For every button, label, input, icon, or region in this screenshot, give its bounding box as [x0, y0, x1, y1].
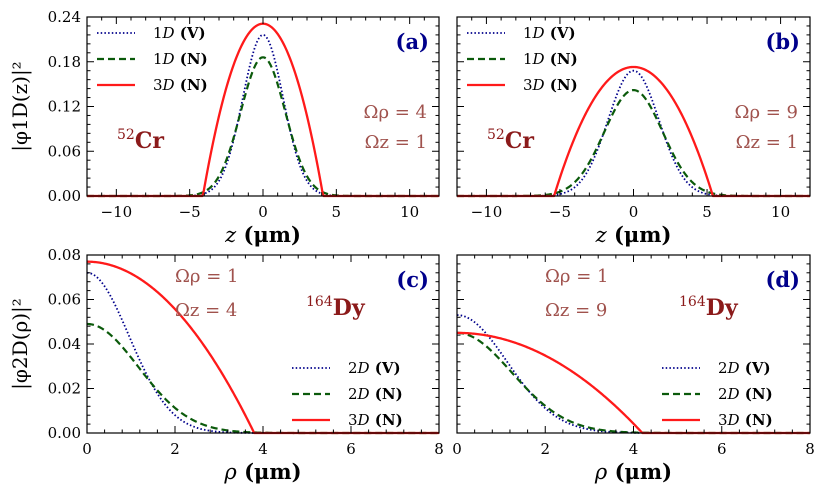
legend-label: 1D (V) — [153, 24, 206, 42]
species-label: 164Dy — [679, 294, 739, 321]
x-tick-label: 2 — [170, 440, 180, 458]
legend-label: 2D (V) — [348, 359, 401, 377]
series-line-2d-v — [456, 314, 810, 434]
x-tick-label: 0 — [258, 203, 268, 221]
x-axis-label: z (μm) — [595, 222, 672, 247]
series-line-1d-n — [86, 56, 440, 198]
param-omega-rho: Ωρ = 1 — [545, 266, 608, 287]
y-tick-label: 0.02 — [48, 380, 81, 398]
x-tick-label: 5 — [332, 203, 342, 221]
legend: 2D (V) 2D (N) 3D (N) — [292, 359, 403, 429]
panel-a: −10 −5 0 5 10 0.00 0.06 0.12 0.18 0.24 z (μm) |φ1D(… — [8, 8, 440, 247]
x-tick-label: 6 — [346, 440, 356, 458]
param-omega-rho: Ωρ = 9 — [735, 102, 798, 123]
x-tick-label: 10 — [400, 203, 419, 221]
x-tick-label: 0 — [452, 440, 462, 458]
y-axis-label: |φ1D(z)|² — [8, 61, 33, 151]
x-tick-label: 0 — [629, 203, 639, 221]
y-tick-label: 0.04 — [48, 335, 81, 353]
x-tick-label: −10 — [471, 203, 503, 221]
param-omega-z: Ωz = 9 — [545, 300, 607, 321]
legend-label: 1D (N) — [153, 50, 208, 68]
panel-label: (c) — [396, 267, 429, 292]
legend-label: 2D (N) — [718, 385, 773, 403]
param-omega-z: Ωz = 1 — [365, 132, 427, 153]
y-tick-label: 0.00 — [48, 187, 81, 205]
legend-label: 1D (N) — [523, 50, 578, 68]
x-tick-label: 10 — [771, 203, 790, 221]
legend-label: 3D (N) — [718, 411, 773, 429]
legend-label: 3D (N) — [523, 76, 578, 94]
legend-label: 3D (N) — [348, 411, 403, 429]
x-tick-label: 5 — [702, 203, 712, 221]
legend-label: 2D (V) — [718, 359, 771, 377]
x-tick-label: 8 — [434, 440, 444, 458]
y-tick-label: 0.08 — [48, 246, 81, 264]
y-tick-label: 0.12 — [48, 98, 81, 116]
param-omega-z: Ωz = 1 — [736, 132, 798, 153]
y-axis-label: |φ2D(ρ)|² — [8, 298, 33, 390]
panel-label: (b) — [765, 29, 800, 54]
species-label: 52Cr — [487, 127, 534, 154]
series-line-3d-n — [86, 260, 440, 435]
param-omega-rho: Ωρ = 1 — [175, 266, 238, 287]
x-tick-label: 0 — [82, 440, 92, 458]
y-tick-label: 0.06 — [48, 291, 81, 309]
x-tick-label: 8 — [805, 440, 815, 458]
x-tick-label: 6 — [717, 440, 727, 458]
panel-b: −10 −5 0 5 10 z (μm) (b) Ωρ = 9 Ωz = 1 52Cr 1D (V)… — [456, 16, 811, 247]
panel-label: (d) — [765, 267, 800, 292]
series-line-2d-v — [86, 271, 439, 434]
legend: 1D (V) 1D (N) 3D (N) — [467, 24, 578, 94]
species-label: 164Dy — [306, 294, 366, 321]
x-axis-label: ρ (μm) — [223, 459, 301, 484]
param-omega-z: Ωz = 4 — [175, 300, 237, 321]
param-omega-rho: Ωρ = 4 — [364, 102, 427, 123]
legend-label: 2D (N) — [348, 385, 403, 403]
x-tick-label: 4 — [258, 440, 268, 458]
series-line-1d-v — [457, 69, 810, 197]
y-tick-label: 0.18 — [48, 53, 81, 71]
species-label: 52Cr — [117, 127, 164, 154]
legend-label: 3D (N) — [153, 76, 208, 94]
axes-frame — [456, 254, 811, 434]
x-axis-label: ρ (μm) — [594, 459, 672, 484]
legend: 1D (V) 1D (N) 3D (N) — [97, 24, 208, 94]
panel-c: 0 2 4 6 8 0.00 0.02 0.04 0.06 0.08 ρ (μm) |φ2D(ρ)|²… — [8, 246, 444, 484]
panel-label: (a) — [396, 29, 429, 54]
y-tick-label: 0.24 — [48, 8, 81, 26]
x-tick-label: −5 — [179, 203, 201, 221]
y-tick-label: 0.06 — [48, 142, 81, 160]
y-tick-label: 0.00 — [48, 424, 81, 442]
x-tick-label: 4 — [629, 440, 639, 458]
legend-label: 1D (V) — [523, 24, 576, 42]
axes-frame — [86, 254, 440, 434]
x-tick-label: 2 — [540, 440, 550, 458]
x-tick-label: −10 — [101, 203, 133, 221]
x-axis-label: z (μm) — [224, 222, 301, 247]
legend: 2D (V) 2D (N) 3D (N) — [662, 359, 773, 429]
x-tick-label: −5 — [549, 203, 571, 221]
